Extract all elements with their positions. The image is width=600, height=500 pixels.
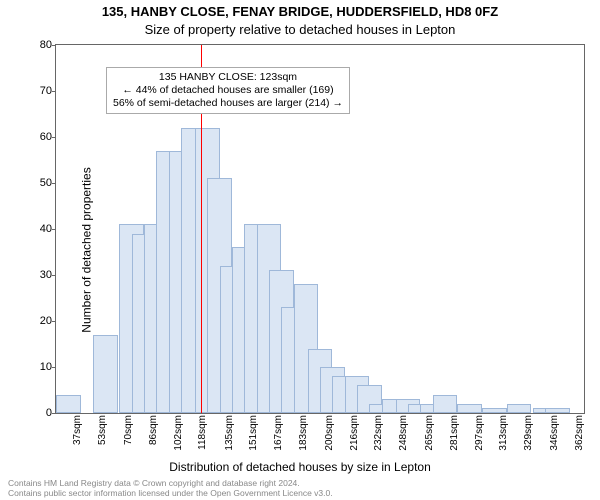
x-axis-label: Distribution of detached houses by size …: [0, 460, 600, 474]
x-tick-label: 313sqm: [498, 415, 509, 451]
x-tick-label: 135sqm: [224, 415, 235, 451]
y-tick-label: 60: [22, 131, 56, 143]
footer-line-1: Contains HM Land Registry data © Crown c…: [8, 478, 333, 488]
histogram-bar: [433, 395, 458, 413]
x-tick-label: 200sqm: [324, 415, 335, 451]
y-tick-label: 40: [22, 223, 56, 235]
annotation-box: 135 HANBY CLOSE: 123sqm← 44% of detached…: [106, 67, 350, 114]
histogram-bar: [507, 404, 532, 413]
annotation-line: 135 HANBY CLOSE: 123sqm: [113, 71, 343, 84]
x-tick-label: 248sqm: [398, 415, 409, 451]
footer-line-2: Contains public sector information licen…: [8, 488, 333, 498]
histogram-bar: [93, 335, 118, 413]
y-tick-label: 50: [22, 177, 56, 189]
x-tick-label: 232sqm: [373, 415, 384, 451]
y-tick-label: 10: [22, 361, 56, 373]
y-tick-mark: [52, 183, 56, 184]
chart-title-subtitle: Size of property relative to detached ho…: [0, 22, 600, 37]
y-tick-mark: [52, 137, 56, 138]
x-tick-label: 265sqm: [424, 415, 435, 451]
plot-area: 0102030405060708037sqm53sqm70sqm86sqm102…: [55, 44, 585, 414]
x-tick-label: 118sqm: [197, 415, 208, 450]
x-tick-label: 362sqm: [574, 415, 585, 451]
y-tick-label: 0: [22, 407, 56, 419]
y-tick-mark: [52, 229, 56, 230]
chart-title-address: 135, HANBY CLOSE, FENAY BRIDGE, HUDDERSF…: [0, 4, 600, 19]
x-tick-label: 346sqm: [549, 415, 560, 451]
x-tick-label: 167sqm: [273, 415, 284, 451]
y-tick-label: 70: [22, 85, 56, 97]
x-tick-label: 281sqm: [449, 415, 460, 451]
annotation-line: 56% of semi-detached houses are larger (…: [113, 97, 343, 110]
histogram-bar: [545, 408, 570, 413]
y-tick-label: 20: [22, 315, 56, 327]
histogram-bar: [482, 408, 507, 413]
y-tick-mark: [52, 91, 56, 92]
x-tick-label: 102sqm: [173, 415, 184, 451]
y-tick-mark: [52, 45, 56, 46]
x-tick-label: 37sqm: [72, 415, 83, 445]
x-tick-label: 297sqm: [474, 415, 485, 451]
histogram-bar: [56, 395, 81, 413]
x-tick-label: 329sqm: [523, 415, 534, 451]
y-tick-mark: [52, 275, 56, 276]
x-tick-label: 70sqm: [123, 415, 134, 445]
x-tick-label: 151sqm: [248, 415, 259, 451]
annotation-line: ← 44% of detached houses are smaller (16…: [113, 84, 343, 97]
x-tick-label: 53sqm: [97, 415, 108, 445]
y-tick-mark: [52, 413, 56, 414]
y-tick-label: 30: [22, 269, 56, 281]
histogram-bar: [457, 404, 482, 413]
x-tick-label: 86sqm: [148, 415, 159, 445]
y-tick-mark: [52, 367, 56, 368]
x-tick-label: 183sqm: [298, 415, 309, 451]
x-tick-label: 216sqm: [349, 415, 360, 451]
y-tick-mark: [52, 321, 56, 322]
y-tick-label: 80: [22, 39, 56, 51]
